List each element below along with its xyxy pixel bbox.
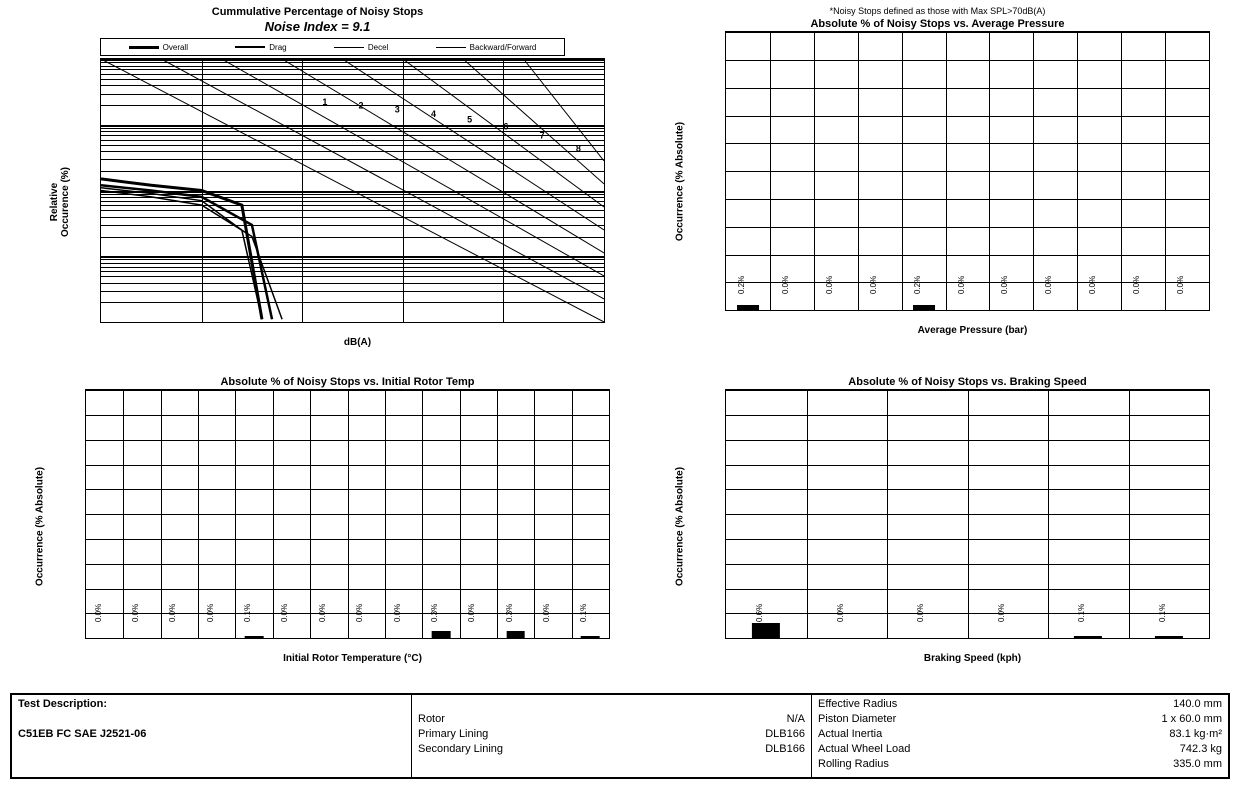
- bar-label: 0.0%: [781, 276, 790, 294]
- chart3-title: Absolute % of Noisy Stops vs. Initial Ro…: [70, 376, 625, 389]
- bar-label: 0.0%: [1088, 276, 1097, 294]
- chart1-subtitle: Noise Index = 9.1: [10, 19, 625, 34]
- svg-text:8: 8: [576, 144, 581, 154]
- info-row: RotorN/A: [418, 712, 805, 727]
- bar: [506, 631, 525, 638]
- chart1-title: Cummulative Percentage of Noisy Stops: [10, 6, 625, 19]
- chart4-xticks: 1030507090110: [726, 638, 1209, 639]
- bar: [1074, 636, 1102, 638]
- bar-label: 0.0%: [825, 276, 834, 294]
- bar-label: 0.0%: [1176, 276, 1185, 294]
- bar-label: 0.0%: [1044, 276, 1053, 294]
- footer-col-3: Effective Radius140.0 mmPiston Diameter1…: [812, 695, 1228, 777]
- charts-area: Cummulative Percentage of Noisy Stops No…: [10, 6, 1230, 685]
- chart2-title: Absolute % of Noisy Stops vs. Average Pr…: [650, 18, 1225, 31]
- bar-label: 0.0%: [957, 276, 966, 294]
- bar-label: 0.0%: [869, 276, 878, 294]
- bar: [432, 631, 451, 638]
- svg-text:5: 5: [467, 115, 472, 125]
- pressure-chart: *Noisy Stops defined as those with Max S…: [650, 6, 1225, 366]
- info-row: Actual Inertia83.1 kg·m²: [818, 727, 1222, 742]
- chart2-note: *Noisy Stops defined as those with Max S…: [650, 6, 1225, 16]
- chart2-xlabel: Average Pressure (bar): [720, 325, 1225, 336]
- chart3-ylabel: Occurrence (% Absolute): [35, 457, 46, 597]
- bar-label: 0.0%: [1000, 276, 1009, 294]
- chart2-ylabel: Occurrence (% Absolute): [675, 112, 686, 252]
- bar: [245, 636, 264, 638]
- info-row: Effective Radius140.0 mm: [818, 697, 1222, 712]
- bar: [737, 305, 759, 311]
- chart4-ylabel: Occurrence (% Absolute): [675, 457, 686, 597]
- svg-text:7: 7: [540, 131, 545, 141]
- chart1-xlabel: dB(A): [90, 337, 625, 348]
- bar: [752, 623, 780, 638]
- bar: [1155, 636, 1183, 638]
- chart1-legend: OverallDragDecelBackward/Forward: [100, 38, 565, 56]
- bar: [913, 305, 935, 311]
- chart3-plot: 0.0%1.0%2.0%3.0%4.0%5.0%6.0%7.0%8.0%9.0%…: [85, 389, 610, 639]
- footer-col-1: Test Description: C51EB FC SAE J2521-06: [12, 695, 412, 777]
- bar-label: 0.0%: [1132, 276, 1141, 294]
- rotor-temp-chart: Absolute % of Noisy Stops vs. Initial Ro…: [10, 376, 625, 686]
- page: Cummulative Percentage of Noisy Stops No…: [0, 0, 1240, 785]
- svg-text:6: 6: [503, 122, 508, 132]
- info-row: Primary LiningDLB166: [418, 727, 805, 742]
- chart1-xticks: 708090100110120: [101, 322, 604, 323]
- chart4-plot: 0.0%1.0%2.0%3.0%4.0%5.0%6.0%7.0%8.0%9.0%…: [725, 389, 1210, 639]
- chart2-plot: 0.0%1.0%2.0%3.0%4.0%5.0%6.0%7.0%8.0%9.0%…: [725, 31, 1210, 311]
- chart4-xlabel: Braking Speed (kph): [720, 653, 1225, 664]
- chart3-xticks: 255075100125150175200225250275300325350: [86, 638, 609, 639]
- info-row: Rolling Radius335.0 mm: [818, 757, 1222, 772]
- footer-col-2: RotorN/APrimary LiningDLB166Secondary Li…: [412, 695, 812, 777]
- info-row: Actual Wheel Load742.3 kg: [818, 742, 1222, 757]
- svg-text:1: 1: [322, 97, 327, 107]
- info-row: Piston Diameter1 x 60.0 mm: [818, 712, 1222, 727]
- cumulative-noisy-stops-chart: Cummulative Percentage of Noisy Stops No…: [10, 6, 625, 366]
- info-row: Secondary LiningDLB166: [418, 742, 805, 757]
- test-info-table: Test Description: C51EB FC SAE J2521-06 …: [10, 693, 1230, 779]
- test-desc-heading: Test Description:: [18, 697, 405, 712]
- bar: [581, 636, 600, 638]
- chart1-ylabel: RelativeOccurence (%): [49, 142, 71, 262]
- chart4-title: Absolute % of Noisy Stops vs. Braking Sp…: [710, 376, 1225, 389]
- svg-text:3: 3: [395, 105, 400, 115]
- chart3-xlabel: Initial Rotor Temperature (°C): [80, 653, 625, 664]
- bar-label: 0.2%: [913, 276, 922, 294]
- test-code: C51EB FC SAE J2521-06: [18, 727, 405, 742]
- chart1-plot: 0.010.101.0010.00100.00 708090100110120 …: [100, 58, 605, 323]
- bar-label: 0.2%: [737, 276, 746, 294]
- braking-speed-chart: Absolute % of Noisy Stops vs. Braking Sp…: [650, 376, 1225, 686]
- chart2-xticks: 1015202530354045505560: [726, 310, 1209, 311]
